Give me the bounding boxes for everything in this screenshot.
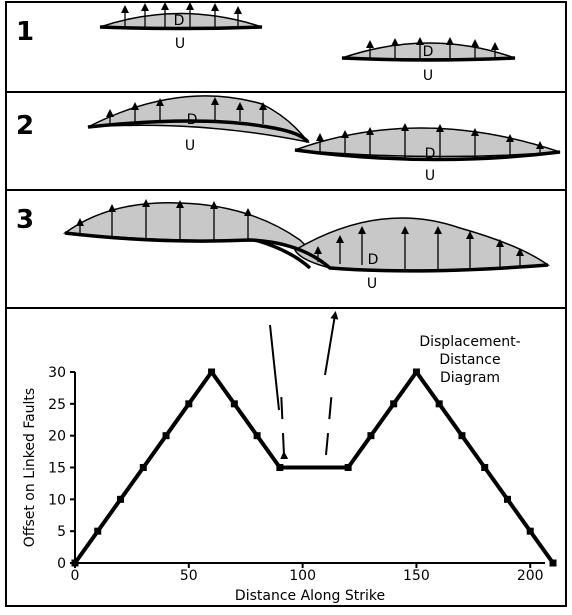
data-point — [162, 432, 170, 440]
chart-title: Displacement-Distance Diagram — [419, 334, 520, 386]
y-axis-title: Offset on Linked Faults — [22, 388, 38, 547]
data-point — [526, 527, 534, 535]
panel-3: 3 D U — [16, 202, 551, 292]
lens-label: D — [425, 146, 436, 162]
panel-label: 3 — [16, 205, 34, 235]
panel-1: 1 D U D U — [16, 12, 516, 84]
fault-trace — [64, 231, 549, 273]
panel-label: 2 — [16, 111, 34, 141]
data-point — [253, 432, 261, 440]
fault-trace — [87, 119, 310, 144]
x-tick-label: 200 — [517, 568, 544, 584]
lens-label: D — [187, 112, 198, 128]
lens-label: U — [185, 138, 195, 154]
y-tick-label: 20 — [48, 429, 66, 445]
data-point — [139, 464, 147, 471]
lens-label: D — [174, 13, 185, 29]
x-tick-label: 50 — [180, 568, 198, 584]
data-point — [208, 368, 216, 376]
frame — [5, 1, 567, 607]
lens-label: D — [423, 44, 434, 60]
fault-lens — [294, 217, 551, 272]
data-point — [549, 559, 557, 567]
data-point — [71, 559, 79, 567]
data-point — [481, 464, 489, 471]
y-tick-label: 15 — [48, 461, 66, 477]
data-point — [367, 432, 375, 440]
x-tick-label: 100 — [289, 568, 316, 584]
y-tick-label: 25 — [48, 397, 66, 413]
data-point — [458, 432, 466, 440]
link-arrow — [281, 389, 333, 455]
lens-label: U — [423, 68, 433, 84]
y-tick-label: 10 — [48, 492, 66, 508]
slip-arrows — [76, 2, 544, 270]
data-line — [73, 368, 555, 565]
chart: 0 5 10 15 20 25 30 0 50 100 150 200 Distance Along S… — [22, 315, 557, 604]
x-tick-label: 150 — [403, 568, 430, 584]
data-point — [435, 400, 443, 408]
lens-label: U — [175, 36, 185, 52]
y-tick-label: 0 — [57, 556, 66, 572]
panel-label: 1 — [16, 17, 34, 47]
data-point — [230, 400, 238, 408]
lens-label: D — [368, 252, 379, 268]
fault-trace — [254, 238, 312, 270]
fault-trace — [294, 148, 561, 162]
x-tick-label: 0 — [71, 568, 80, 584]
x-axis-title: Distance Along Strike — [235, 588, 385, 604]
data-point — [390, 400, 398, 408]
data-point — [344, 464, 352, 471]
data-point — [503, 495, 511, 503]
y-tick-label: 5 — [57, 524, 66, 540]
link-arrow — [269, 315, 335, 411]
data-point — [276, 464, 284, 471]
lens-label: U — [425, 168, 435, 184]
data-point — [185, 400, 193, 408]
fault-trace — [341, 56, 516, 62]
data-point — [117, 495, 125, 503]
panel-2: 2 D U D U — [16, 95, 561, 184]
fault-trace — [99, 25, 263, 31]
y-tick-label: 30 — [48, 365, 66, 381]
data-point — [94, 527, 102, 535]
fault-lens — [87, 95, 310, 144]
data-point — [412, 368, 420, 376]
lens-label: U — [367, 276, 377, 292]
